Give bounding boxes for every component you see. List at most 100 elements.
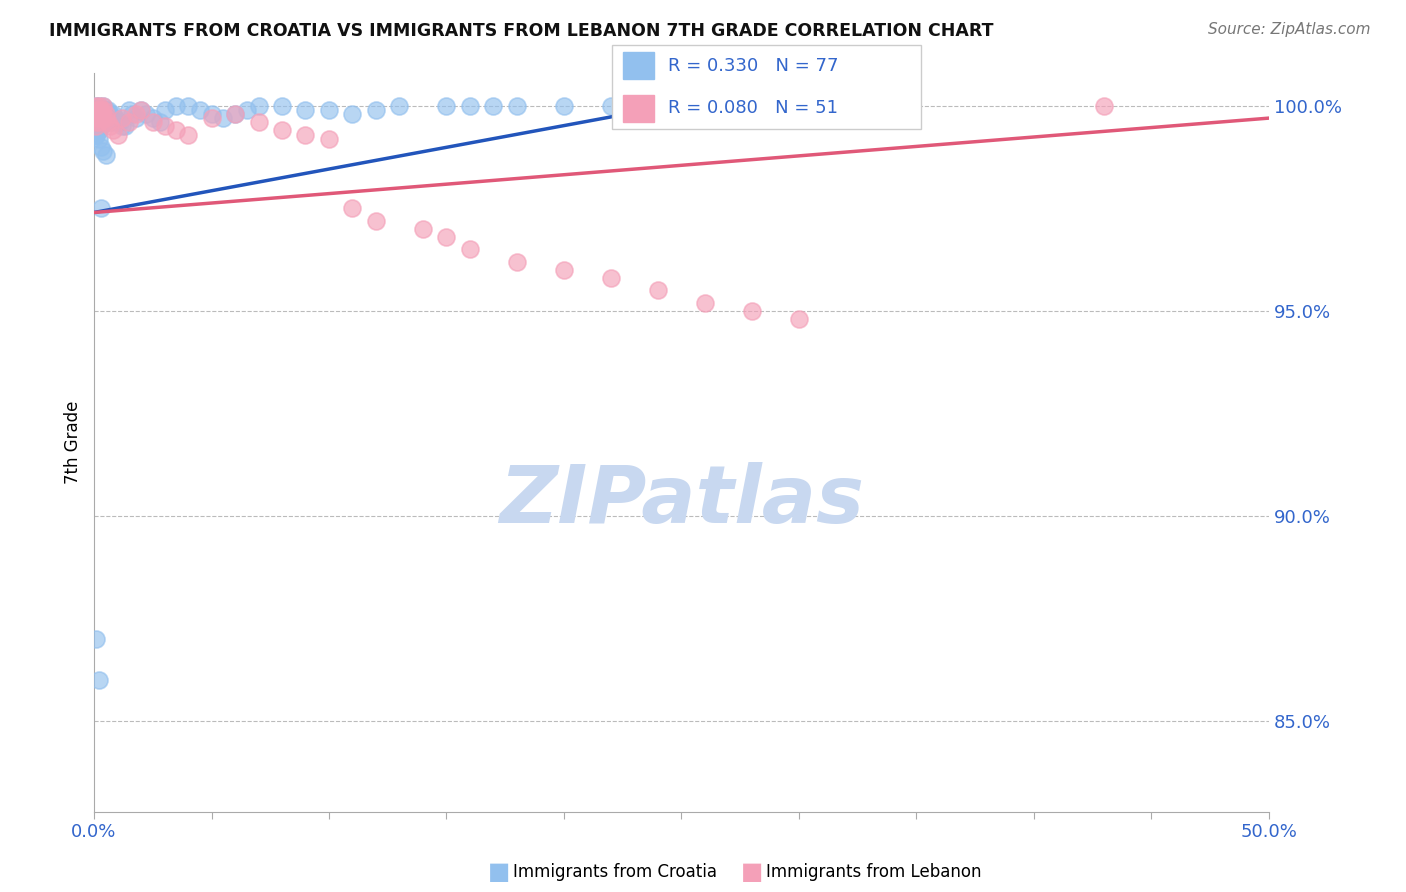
Point — [125, 107, 148, 121]
Point — [318, 131, 340, 145]
Point — [90, 111, 112, 125]
Point — [600, 99, 623, 113]
Point — [294, 103, 316, 117]
Point — [87, 673, 110, 688]
Text: ZIPatlas: ZIPatlas — [499, 462, 863, 541]
Point — [87, 111, 110, 125]
Point — [87, 103, 110, 117]
Point — [93, 99, 115, 113]
Point — [87, 131, 110, 145]
Point — [482, 99, 505, 113]
Point — [87, 99, 110, 113]
Text: ■: ■ — [741, 861, 763, 884]
Point — [100, 107, 122, 121]
Point — [90, 107, 112, 121]
Point — [177, 99, 200, 113]
Point — [86, 99, 108, 113]
Point — [118, 115, 141, 129]
Point — [93, 111, 115, 125]
Point — [200, 107, 222, 121]
Point — [224, 107, 246, 121]
Point — [165, 123, 187, 137]
Point — [86, 115, 108, 129]
Point — [90, 202, 112, 216]
Point — [104, 111, 127, 125]
Point — [271, 99, 294, 113]
Point — [87, 115, 110, 129]
Point — [114, 120, 136, 134]
Point — [787, 312, 810, 326]
Point — [86, 128, 108, 142]
Point — [87, 111, 110, 125]
Point — [342, 202, 364, 216]
Point — [342, 107, 364, 121]
Point — [107, 115, 129, 129]
Point — [506, 99, 529, 113]
Point — [86, 107, 108, 121]
Point — [177, 128, 200, 142]
Point — [318, 103, 340, 117]
Point — [100, 120, 122, 134]
Point — [87, 99, 110, 113]
Point — [165, 99, 187, 113]
Text: Source: ZipAtlas.com: Source: ZipAtlas.com — [1208, 22, 1371, 37]
Point — [93, 99, 115, 113]
Point — [100, 111, 122, 125]
Point — [436, 230, 458, 244]
Point — [388, 99, 411, 113]
Point — [94, 111, 117, 125]
Point — [86, 103, 108, 117]
Point — [93, 144, 115, 158]
Text: IMMIGRANTS FROM CROATIA VS IMMIGRANTS FROM LEBANON 7TH GRADE CORRELATION CHART: IMMIGRANTS FROM CROATIA VS IMMIGRANTS FR… — [49, 22, 994, 40]
Point — [86, 128, 108, 142]
Point — [86, 99, 108, 113]
Text: Immigrants from Croatia: Immigrants from Croatia — [513, 863, 717, 881]
Point — [200, 111, 222, 125]
Point — [458, 99, 481, 113]
Point — [1094, 99, 1116, 113]
Point — [101, 123, 124, 137]
Point — [90, 111, 112, 125]
Text: Immigrants from Lebanon: Immigrants from Lebanon — [766, 863, 981, 881]
Point — [553, 99, 575, 113]
Point — [553, 263, 575, 277]
Point — [90, 115, 112, 129]
Point — [87, 120, 110, 134]
Point — [97, 115, 120, 129]
Point — [647, 99, 669, 113]
Point — [94, 103, 117, 117]
Point — [94, 111, 117, 125]
Point — [94, 107, 117, 121]
Point — [93, 111, 115, 125]
Text: ■: ■ — [488, 861, 510, 884]
Point — [149, 115, 172, 129]
Point — [741, 304, 763, 318]
Point — [118, 103, 141, 117]
Point — [412, 222, 434, 236]
Point — [94, 148, 117, 162]
Y-axis label: 7th Grade: 7th Grade — [65, 401, 82, 484]
Point — [94, 107, 117, 121]
Point — [153, 103, 176, 117]
Point — [87, 123, 110, 137]
Point — [212, 111, 235, 125]
Point — [86, 111, 108, 125]
Point — [86, 123, 108, 137]
Point — [97, 115, 120, 129]
Point — [86, 120, 108, 134]
Point — [97, 107, 120, 121]
Point — [224, 107, 246, 121]
Point — [86, 120, 108, 134]
Point — [271, 123, 294, 137]
Point — [101, 115, 124, 129]
Point — [90, 103, 112, 117]
Point — [111, 111, 134, 125]
Point — [364, 213, 387, 227]
Point — [129, 103, 152, 117]
Point — [90, 103, 112, 117]
Point — [108, 115, 131, 129]
Point — [142, 115, 165, 129]
Point — [236, 103, 259, 117]
Point — [458, 243, 481, 257]
Point — [86, 115, 108, 129]
